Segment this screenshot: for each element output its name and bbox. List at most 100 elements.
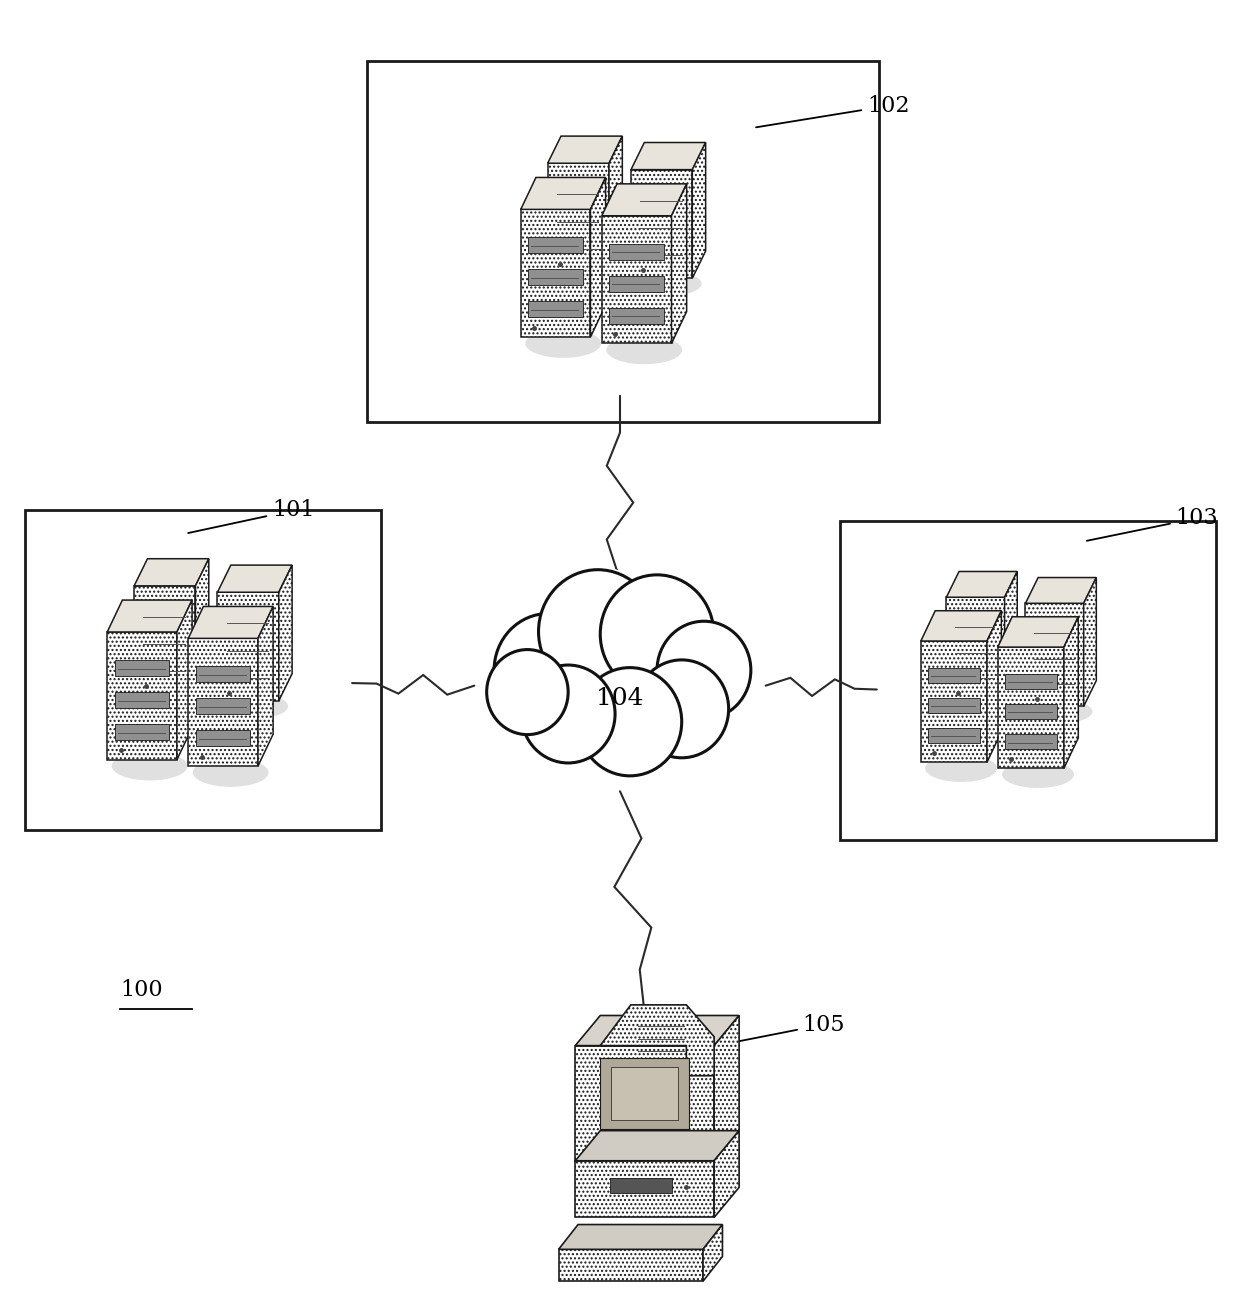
Polygon shape bbox=[611, 1066, 678, 1121]
Polygon shape bbox=[224, 643, 272, 656]
Polygon shape bbox=[196, 730, 250, 747]
Ellipse shape bbox=[193, 758, 269, 787]
Text: 104: 104 bbox=[596, 687, 644, 710]
Polygon shape bbox=[575, 1046, 714, 1161]
Text: 105: 105 bbox=[715, 1013, 846, 1046]
FancyBboxPatch shape bbox=[25, 510, 381, 829]
Polygon shape bbox=[558, 1224, 723, 1249]
Polygon shape bbox=[609, 308, 663, 324]
Polygon shape bbox=[521, 177, 605, 210]
Text: 102: 102 bbox=[756, 94, 909, 127]
Circle shape bbox=[600, 575, 714, 694]
Ellipse shape bbox=[950, 694, 1013, 717]
Polygon shape bbox=[609, 136, 622, 272]
Text: 100: 100 bbox=[120, 980, 162, 1002]
Polygon shape bbox=[107, 600, 192, 631]
Ellipse shape bbox=[1029, 700, 1092, 723]
Ellipse shape bbox=[112, 752, 187, 780]
Polygon shape bbox=[196, 666, 250, 682]
Polygon shape bbox=[987, 611, 1002, 762]
Polygon shape bbox=[921, 611, 1002, 641]
Circle shape bbox=[521, 665, 615, 763]
Polygon shape bbox=[548, 136, 622, 163]
Polygon shape bbox=[714, 1131, 739, 1218]
Polygon shape bbox=[141, 609, 188, 624]
Polygon shape bbox=[1004, 572, 1017, 700]
Polygon shape bbox=[196, 699, 250, 714]
Polygon shape bbox=[928, 729, 980, 743]
Polygon shape bbox=[115, 692, 170, 708]
FancyBboxPatch shape bbox=[839, 520, 1216, 840]
Circle shape bbox=[632, 657, 730, 761]
Circle shape bbox=[657, 621, 751, 719]
Ellipse shape bbox=[526, 329, 601, 358]
Text: 101: 101 bbox=[188, 499, 315, 533]
Circle shape bbox=[491, 611, 605, 730]
Polygon shape bbox=[554, 214, 603, 228]
Ellipse shape bbox=[635, 272, 702, 296]
Polygon shape bbox=[188, 607, 273, 638]
Polygon shape bbox=[224, 670, 272, 683]
Polygon shape bbox=[115, 660, 170, 675]
Polygon shape bbox=[952, 672, 998, 685]
Polygon shape bbox=[554, 241, 603, 255]
Polygon shape bbox=[177, 600, 192, 760]
Polygon shape bbox=[558, 1249, 703, 1281]
Polygon shape bbox=[692, 142, 706, 278]
Polygon shape bbox=[703, 1224, 723, 1281]
Polygon shape bbox=[714, 1016, 739, 1161]
Polygon shape bbox=[217, 565, 293, 593]
Polygon shape bbox=[188, 638, 258, 766]
Text: 103: 103 bbox=[1087, 507, 1218, 541]
Polygon shape bbox=[141, 664, 188, 678]
Circle shape bbox=[518, 663, 618, 766]
Polygon shape bbox=[521, 210, 590, 338]
Polygon shape bbox=[528, 269, 583, 285]
Polygon shape bbox=[637, 193, 686, 207]
Polygon shape bbox=[631, 170, 692, 278]
Circle shape bbox=[655, 619, 753, 722]
Polygon shape bbox=[928, 668, 980, 683]
Ellipse shape bbox=[1002, 761, 1074, 788]
Ellipse shape bbox=[222, 694, 288, 718]
Polygon shape bbox=[601, 184, 687, 216]
Polygon shape bbox=[258, 607, 273, 766]
Polygon shape bbox=[637, 220, 686, 234]
Circle shape bbox=[598, 572, 717, 696]
Polygon shape bbox=[224, 616, 272, 630]
Polygon shape bbox=[637, 247, 686, 261]
Polygon shape bbox=[1025, 577, 1096, 603]
Polygon shape bbox=[528, 237, 583, 254]
Polygon shape bbox=[952, 646, 998, 659]
Circle shape bbox=[575, 665, 684, 779]
Polygon shape bbox=[1004, 734, 1056, 749]
Polygon shape bbox=[548, 163, 609, 272]
Ellipse shape bbox=[925, 754, 997, 782]
Polygon shape bbox=[107, 631, 177, 760]
Polygon shape bbox=[1032, 652, 1078, 665]
Polygon shape bbox=[1004, 674, 1056, 688]
Polygon shape bbox=[631, 142, 706, 170]
Polygon shape bbox=[921, 641, 987, 762]
Polygon shape bbox=[141, 637, 188, 651]
Polygon shape bbox=[575, 1016, 739, 1046]
Polygon shape bbox=[528, 302, 583, 317]
Polygon shape bbox=[1032, 626, 1078, 639]
Polygon shape bbox=[1032, 677, 1078, 690]
Polygon shape bbox=[1025, 603, 1084, 707]
Polygon shape bbox=[610, 1179, 672, 1193]
Polygon shape bbox=[196, 559, 208, 695]
Circle shape bbox=[578, 668, 682, 776]
Circle shape bbox=[494, 613, 603, 727]
Polygon shape bbox=[575, 1161, 714, 1218]
Ellipse shape bbox=[552, 265, 619, 290]
Polygon shape bbox=[952, 620, 998, 633]
FancyBboxPatch shape bbox=[367, 61, 879, 422]
Polygon shape bbox=[609, 276, 663, 291]
Polygon shape bbox=[1004, 704, 1056, 719]
Polygon shape bbox=[998, 617, 1079, 647]
Polygon shape bbox=[998, 647, 1064, 769]
Polygon shape bbox=[600, 1058, 689, 1128]
Polygon shape bbox=[279, 565, 293, 701]
Circle shape bbox=[536, 567, 660, 696]
